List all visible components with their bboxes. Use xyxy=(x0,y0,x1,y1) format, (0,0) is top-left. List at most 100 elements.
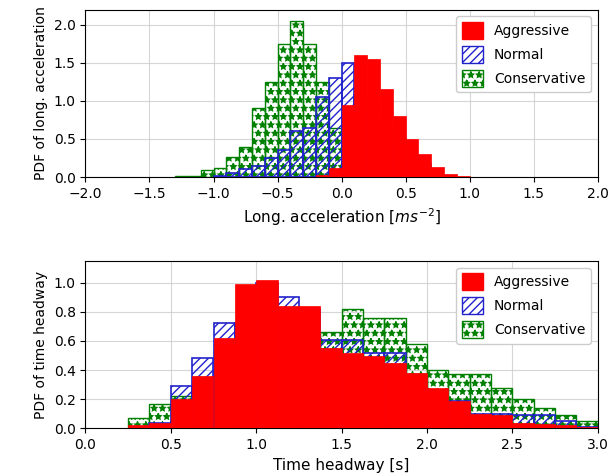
Bar xyxy=(534,424,555,428)
Y-axis label: PDF of time headway: PDF of time headway xyxy=(34,270,48,419)
Bar xyxy=(393,116,406,177)
Bar xyxy=(256,280,278,428)
Bar xyxy=(444,174,457,177)
Bar xyxy=(431,167,444,177)
Bar xyxy=(265,82,278,177)
Bar xyxy=(406,139,418,177)
Bar xyxy=(214,168,226,177)
Bar xyxy=(201,170,213,177)
Bar xyxy=(418,154,431,177)
Bar xyxy=(239,147,252,177)
Bar xyxy=(329,78,342,177)
Bar xyxy=(128,418,149,428)
Bar xyxy=(406,387,427,428)
Bar xyxy=(470,414,491,428)
Bar xyxy=(329,168,342,177)
Bar xyxy=(555,426,576,428)
Bar xyxy=(512,423,534,428)
Bar xyxy=(457,176,470,177)
Bar xyxy=(303,44,316,177)
Bar xyxy=(534,415,555,428)
Bar xyxy=(290,21,303,177)
Bar xyxy=(171,399,192,428)
X-axis label: Long. acceleration [$ms^{-2}$]: Long. acceleration [$ms^{-2}$] xyxy=(243,207,440,228)
Bar xyxy=(342,105,354,177)
Bar xyxy=(363,356,384,428)
Bar xyxy=(576,427,598,428)
Bar xyxy=(491,387,512,428)
Bar xyxy=(278,150,290,177)
Bar xyxy=(384,353,406,428)
Bar xyxy=(354,169,367,177)
Bar xyxy=(380,89,393,177)
Bar xyxy=(278,44,290,177)
Bar xyxy=(384,363,406,428)
Bar xyxy=(406,344,427,428)
Bar xyxy=(363,353,384,428)
Bar xyxy=(290,131,303,177)
Bar xyxy=(235,324,256,428)
Bar xyxy=(188,176,201,177)
Bar xyxy=(214,324,235,428)
Bar xyxy=(427,370,448,428)
Bar xyxy=(320,339,342,428)
Bar xyxy=(316,175,329,177)
Bar xyxy=(299,332,320,428)
Bar xyxy=(354,55,367,177)
Bar xyxy=(534,408,555,428)
Bar xyxy=(406,373,427,428)
Bar xyxy=(214,338,235,428)
Bar xyxy=(192,376,214,428)
Bar xyxy=(299,306,320,428)
Bar xyxy=(470,375,491,428)
Bar xyxy=(278,332,299,428)
Bar xyxy=(470,414,491,428)
Bar xyxy=(278,298,299,428)
Bar xyxy=(380,128,393,177)
Bar xyxy=(235,284,256,428)
Bar xyxy=(448,401,470,428)
Bar xyxy=(384,317,406,428)
Bar xyxy=(316,97,329,177)
Bar xyxy=(299,309,320,428)
Legend: Aggressive, Normal, Conservative: Aggressive, Normal, Conservative xyxy=(456,268,591,344)
Bar xyxy=(427,401,448,428)
Bar xyxy=(342,339,363,428)
Bar xyxy=(393,139,406,177)
Bar xyxy=(265,158,278,177)
Bar xyxy=(149,423,171,428)
Bar xyxy=(171,386,192,428)
Bar xyxy=(342,309,363,428)
Bar xyxy=(226,157,239,177)
Bar xyxy=(448,375,470,428)
Bar xyxy=(320,332,342,428)
X-axis label: Time headway [s]: Time headway [s] xyxy=(273,458,410,473)
Bar xyxy=(363,317,384,428)
Bar xyxy=(256,283,278,428)
Bar xyxy=(316,82,329,177)
Bar xyxy=(342,148,354,177)
Y-axis label: PDF of long. acceleration: PDF of long. acceleration xyxy=(34,6,48,180)
Bar xyxy=(555,415,576,428)
Bar xyxy=(342,353,363,428)
Bar xyxy=(256,332,278,428)
Bar xyxy=(555,421,576,428)
Bar xyxy=(171,397,192,428)
Bar xyxy=(128,426,149,428)
Bar xyxy=(252,108,265,177)
Bar xyxy=(320,348,342,428)
Bar xyxy=(367,176,380,177)
Bar xyxy=(303,128,316,177)
Bar xyxy=(512,399,534,428)
Bar xyxy=(342,63,354,177)
Bar xyxy=(235,341,256,428)
Bar xyxy=(214,350,235,428)
Bar xyxy=(226,172,239,177)
Bar xyxy=(367,59,380,177)
Bar xyxy=(329,128,342,177)
Bar xyxy=(192,358,214,428)
Bar xyxy=(367,116,380,177)
Bar xyxy=(175,176,188,177)
Bar xyxy=(512,415,534,428)
Bar xyxy=(278,306,299,428)
